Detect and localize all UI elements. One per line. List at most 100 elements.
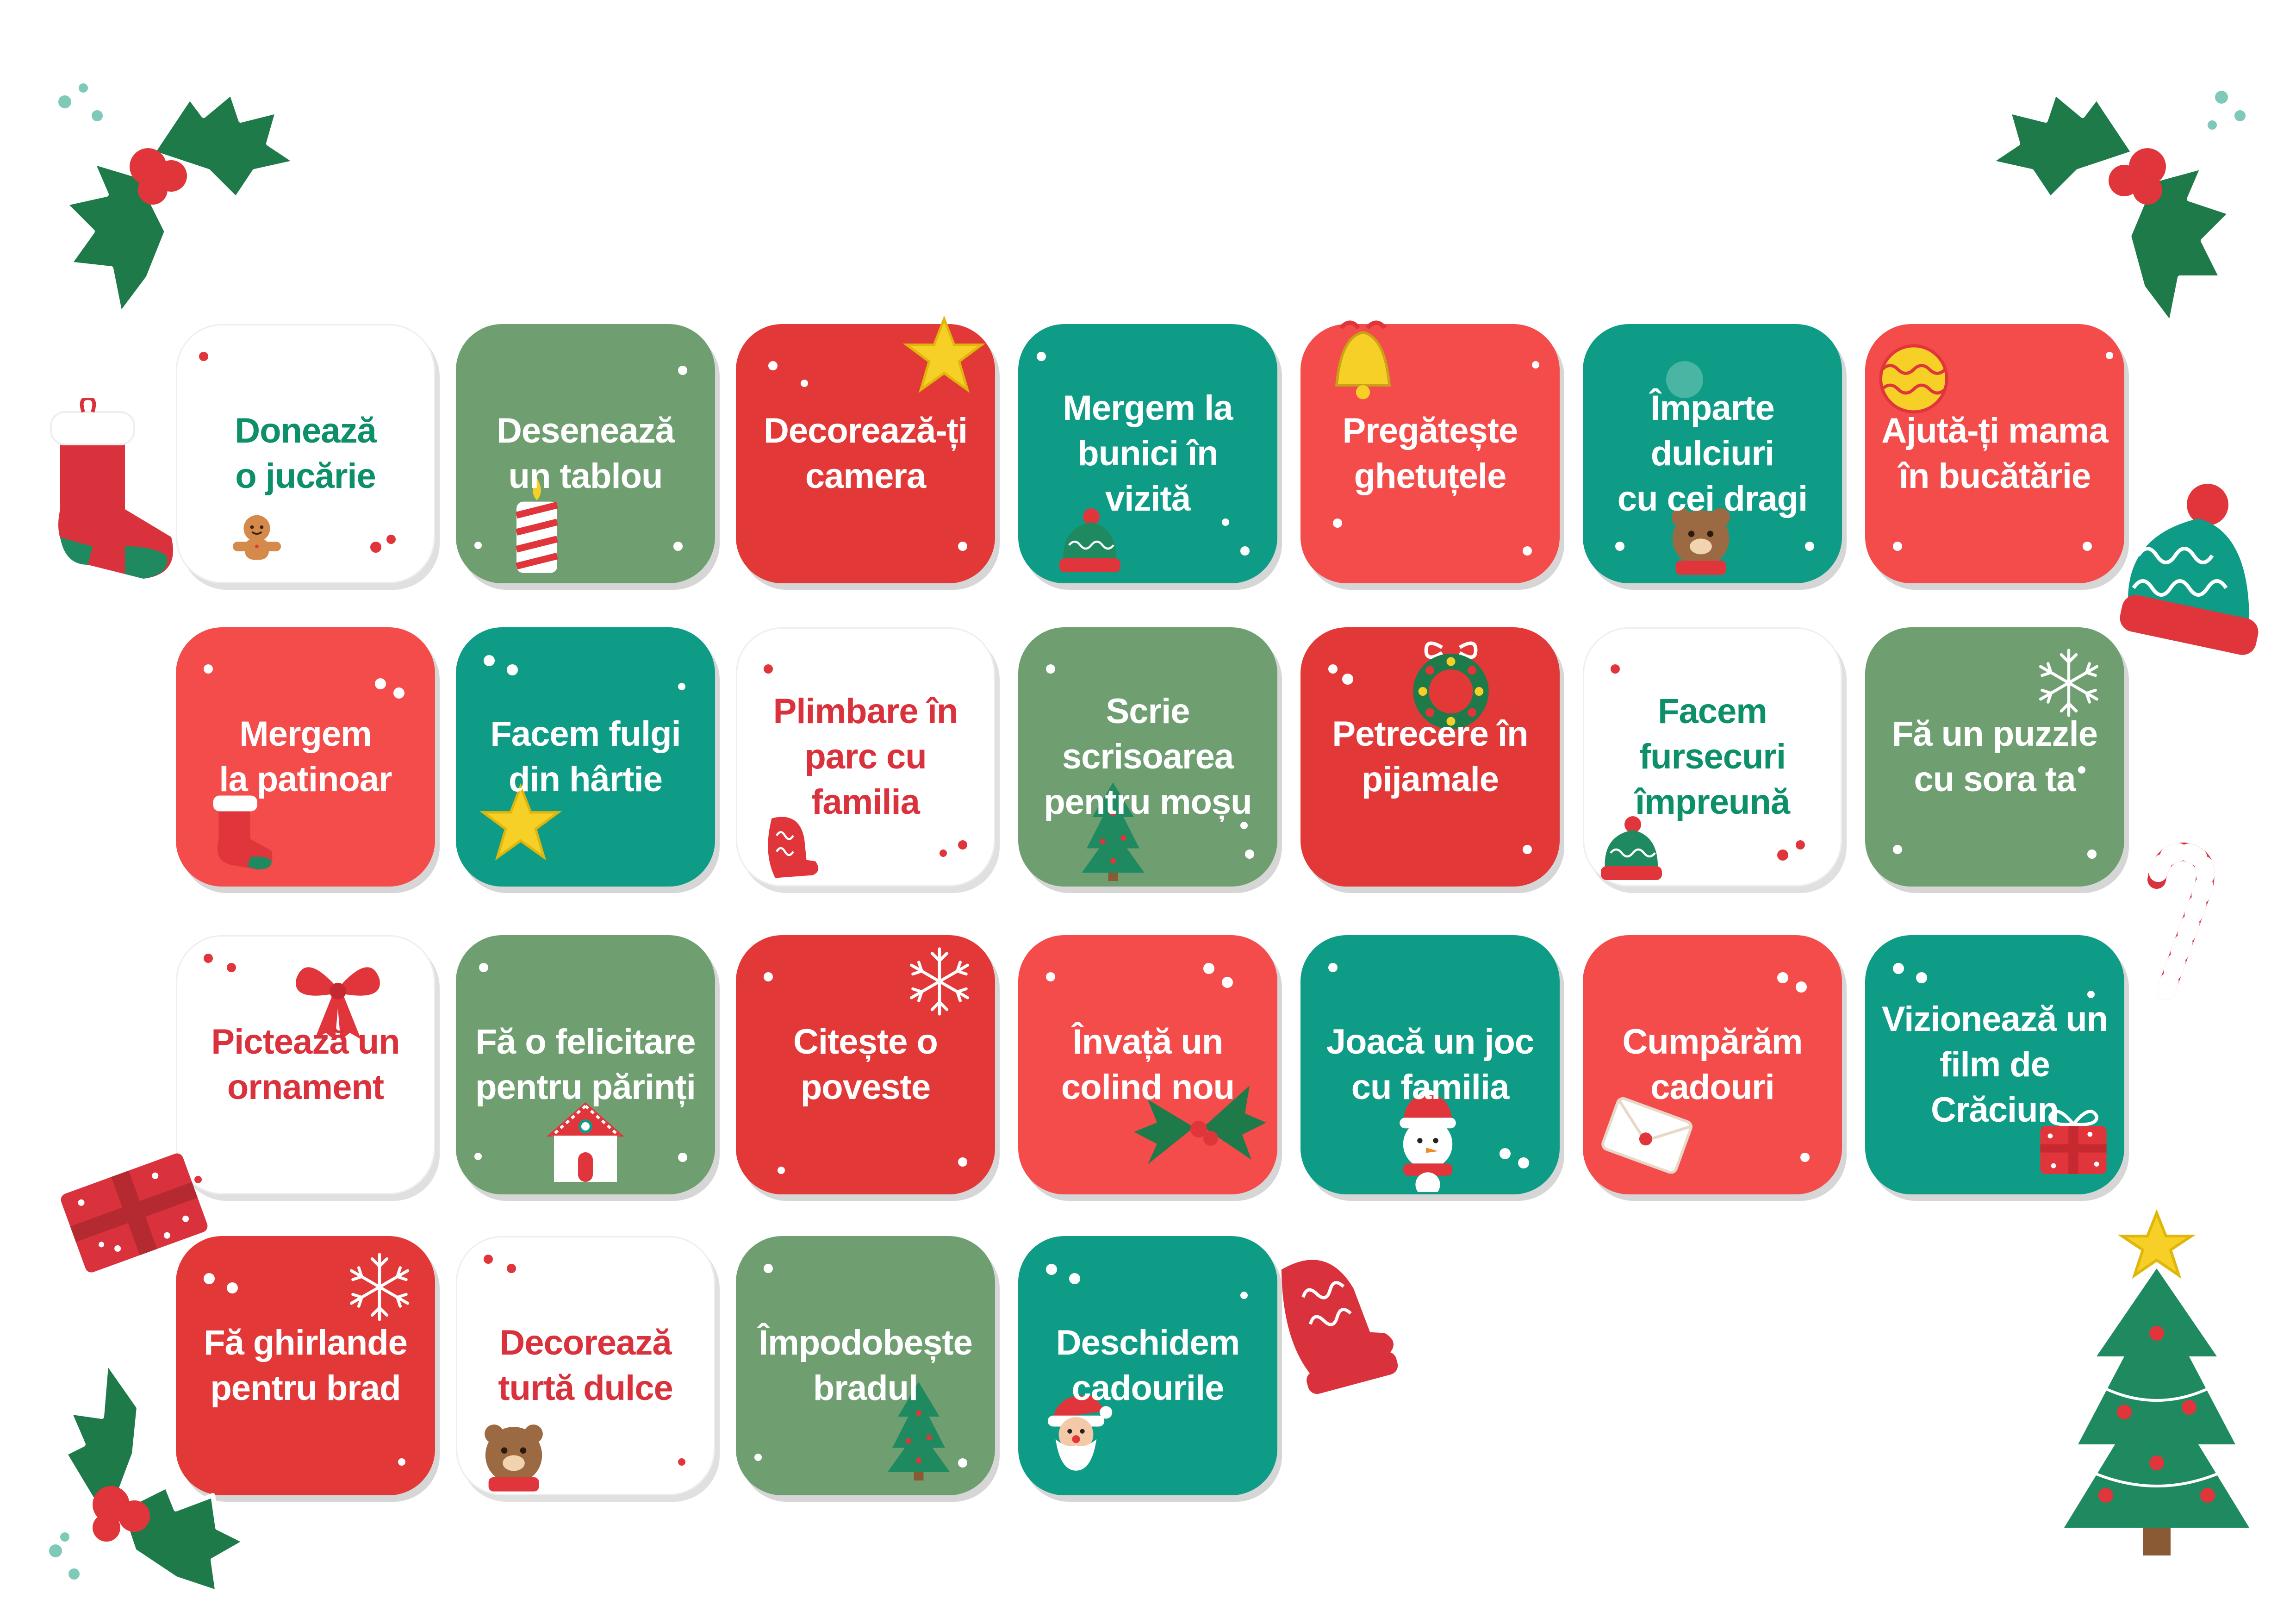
decorative-dot <box>204 664 213 674</box>
decorative-dot <box>484 655 495 666</box>
decorative-dot <box>1666 361 1703 398</box>
decorative-dot <box>474 542 482 549</box>
activity-card: Donează o jucărie <box>176 324 435 583</box>
decorative-dot <box>1500 1148 1511 1159</box>
card-label: Vizionează un film de Crăciun <box>1881 999 2108 1130</box>
decorative-dot <box>386 535 396 544</box>
decorative-dot <box>1893 845 1902 854</box>
card-label: Fă un puzzle cu sora ta <box>1892 714 2098 799</box>
card-label: Pregătește ghetuțele <box>1342 411 1518 496</box>
activity-card: Cumpărăm cadouri <box>1583 935 1842 1194</box>
card-label: Plimbare în parc cu familia <box>773 692 958 822</box>
decorative-dot <box>2078 766 2085 774</box>
snowflake-icon <box>2032 646 2106 722</box>
decorative-dot <box>1893 963 1904 974</box>
card-label: Împodobește bradul <box>759 1323 973 1408</box>
card-label: Decorează-ți camera <box>764 411 968 496</box>
card-label: Decorează turtă dulce <box>498 1323 673 1408</box>
decorative-dot <box>1203 963 1214 974</box>
decorative-dot <box>507 664 518 675</box>
christmas-tree-icon <box>2064 1209 2249 1555</box>
card-label: Împarte dulciuri cu cei dragi <box>1617 388 1808 518</box>
decorative-dot <box>1046 972 1055 981</box>
decorative-dot <box>1796 840 1805 849</box>
bell-icon <box>1319 315 1407 405</box>
decorative-dot <box>199 352 208 361</box>
decorative-dot <box>1893 542 1902 551</box>
decorative-dot <box>940 849 947 857</box>
activity-card: Facem fursecuri împreună <box>1583 627 1842 887</box>
decorative-dot <box>1333 518 1342 528</box>
decorative-dot <box>1916 972 1927 983</box>
decorative-dot <box>204 954 213 963</box>
decorative-dot <box>801 380 808 387</box>
decorative-dot <box>484 1255 493 1264</box>
activity-card: Joacă un joc cu familia <box>1300 935 1560 1197</box>
activity-card: Învață un colind nou <box>1018 935 1277 1194</box>
decorative-dot <box>1222 518 1229 526</box>
card-label: Facem fulgi din hârtie <box>490 714 681 799</box>
activity-card: Decorează-ți camera <box>736 315 995 583</box>
decorative-dot <box>1069 1273 1080 1284</box>
gift-icon <box>61 1153 208 1273</box>
decorative-dot <box>1777 849 1788 861</box>
decorative-dot <box>958 1458 967 1468</box>
decorative-dot <box>1518 1157 1529 1168</box>
card-label: Învață un colind nou <box>1061 1022 1235 1107</box>
ornament-ball-icon <box>1874 338 1953 419</box>
decorative-dot <box>1240 1292 1248 1299</box>
card-label: Desenează un tablou <box>497 411 675 496</box>
decorative-dot <box>1523 845 1532 854</box>
card-label: Citește o poveste <box>793 1022 938 1107</box>
decorative-dot <box>678 1153 687 1162</box>
decorative-dot <box>764 1264 773 1273</box>
decorative-dot <box>1342 674 1353 685</box>
decorative-dot <box>479 963 488 972</box>
activity-card: Plimbare în parc cu familia <box>736 627 995 887</box>
decorative-dot <box>768 361 778 370</box>
decorative-dot <box>227 963 236 972</box>
decorative-dot <box>1240 822 1248 829</box>
decorative-dot <box>764 972 773 981</box>
decorative-dot <box>958 1157 967 1167</box>
decorative-dot <box>507 1264 516 1273</box>
decorative-dot <box>2087 991 2095 998</box>
decorative-dot <box>1222 977 1233 988</box>
card-label: Mergem la bunici în vizită <box>1063 388 1233 518</box>
holly-icon <box>58 83 299 317</box>
activity-card: Decorează turtă dulce <box>456 1236 715 1495</box>
decorative-dot <box>194 1176 202 1183</box>
gingerbread-icon <box>227 512 287 574</box>
decorative-dot <box>754 1454 762 1461</box>
decorative-dot <box>2087 849 2097 859</box>
decorative-dot <box>1046 1264 1057 1275</box>
holly-icon <box>1988 90 2246 326</box>
decorative-dot <box>673 542 683 551</box>
mitten-icon <box>1281 1260 1398 1394</box>
card-label: Petrecere în pijamale <box>1332 714 1528 799</box>
activity-card: Vizionează un film de Crăciun <box>1865 935 2124 1194</box>
activity-card: Facem fulgi din hârtie <box>456 627 715 887</box>
card-label: Scrie scrisoarea pentru moșu <box>1044 692 1252 822</box>
activity-card: Fă o felicitare pentru părinți <box>456 935 715 1194</box>
activity-card: Ajută-ți mama în bucătărie <box>1865 324 2124 583</box>
decorative-dot <box>393 687 404 699</box>
decorative-dot <box>474 1153 482 1160</box>
decorative-dot <box>764 664 773 674</box>
activity-card: Citește o poveste <box>736 935 995 1194</box>
decorative-dot <box>2083 542 2092 551</box>
activity-card: Mergem la patinoar <box>176 627 435 887</box>
card-label: Fă ghirlande pentru brad <box>204 1323 408 1408</box>
card-label: Ajută-ți mama în bucătărie <box>1881 411 2109 496</box>
decorative-dot <box>1240 546 1250 556</box>
card-label: Donează o jucărie <box>235 411 377 496</box>
card-label: Cumpărăm cadouri <box>1622 1022 1803 1107</box>
snowflake-icon <box>342 1250 417 1326</box>
winter-hat-icon <box>2120 484 2259 655</box>
decorative-dot <box>778 1167 785 1174</box>
activity-card: Deschidem cadourile <box>1018 1236 1277 1495</box>
decorative-dot <box>1532 361 1539 369</box>
decorative-dot <box>1777 972 1788 983</box>
winter-hat-icon <box>1597 815 1666 887</box>
decorative-dot <box>398 1458 405 1466</box>
